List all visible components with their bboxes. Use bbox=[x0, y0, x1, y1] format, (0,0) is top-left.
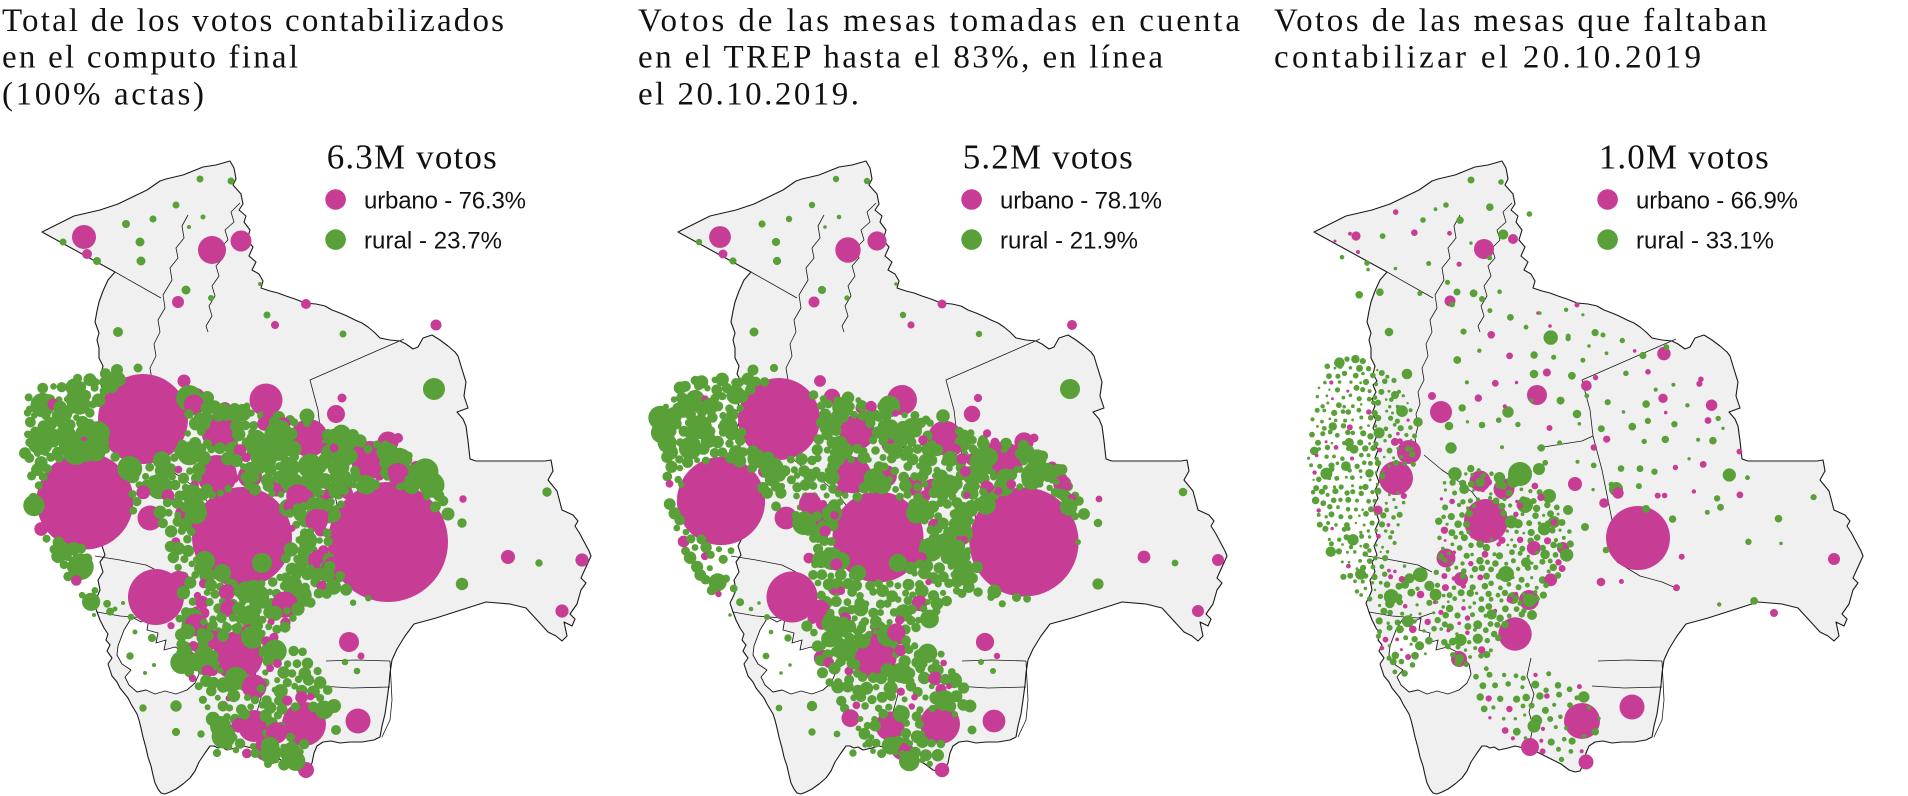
svg-text:rural - 23.7%: rural - 23.7% bbox=[364, 228, 502, 255]
svg-text:rural - 21.9%: rural - 21.9% bbox=[1000, 228, 1138, 255]
svg-text:Votos de las mesas que faltaba: Votos de las mesas que faltaban bbox=[1274, 3, 1767, 39]
svg-text:1.0M votos: 1.0M votos bbox=[1599, 137, 1769, 176]
svg-text:rural - 33.1%: rural - 33.1% bbox=[1636, 228, 1774, 255]
svg-text:(100% actas): (100% actas) bbox=[2, 76, 204, 112]
svg-text:el 20.10.2019.: el 20.10.2019. bbox=[638, 76, 859, 112]
svg-text:en el TREP hasta el 83%, en lí: en el TREP hasta el 83%, en línea bbox=[638, 40, 1163, 76]
svg-text:Votos de las mesas tomadas en: Votos de las mesas tomadas en cuenta bbox=[638, 3, 1240, 39]
svg-text:contabilizar el 20.10.2019: contabilizar el 20.10.2019 bbox=[1274, 40, 1701, 76]
svg-text:urbano - 78.1%: urbano - 78.1% bbox=[1000, 187, 1162, 214]
svg-text:6.3M votos: 6.3M votos bbox=[327, 137, 497, 176]
svg-text:5.2M votos: 5.2M votos bbox=[963, 137, 1133, 176]
svg-text:en el computo final: en el computo final bbox=[2, 40, 298, 76]
svg-text:Total de los votos contabiliza: Total de los votos contabilizados bbox=[2, 3, 504, 39]
svg-text:urbano - 76.3%: urbano - 76.3% bbox=[364, 187, 526, 214]
svg-text:urbano - 66.9%: urbano - 66.9% bbox=[1636, 187, 1798, 214]
